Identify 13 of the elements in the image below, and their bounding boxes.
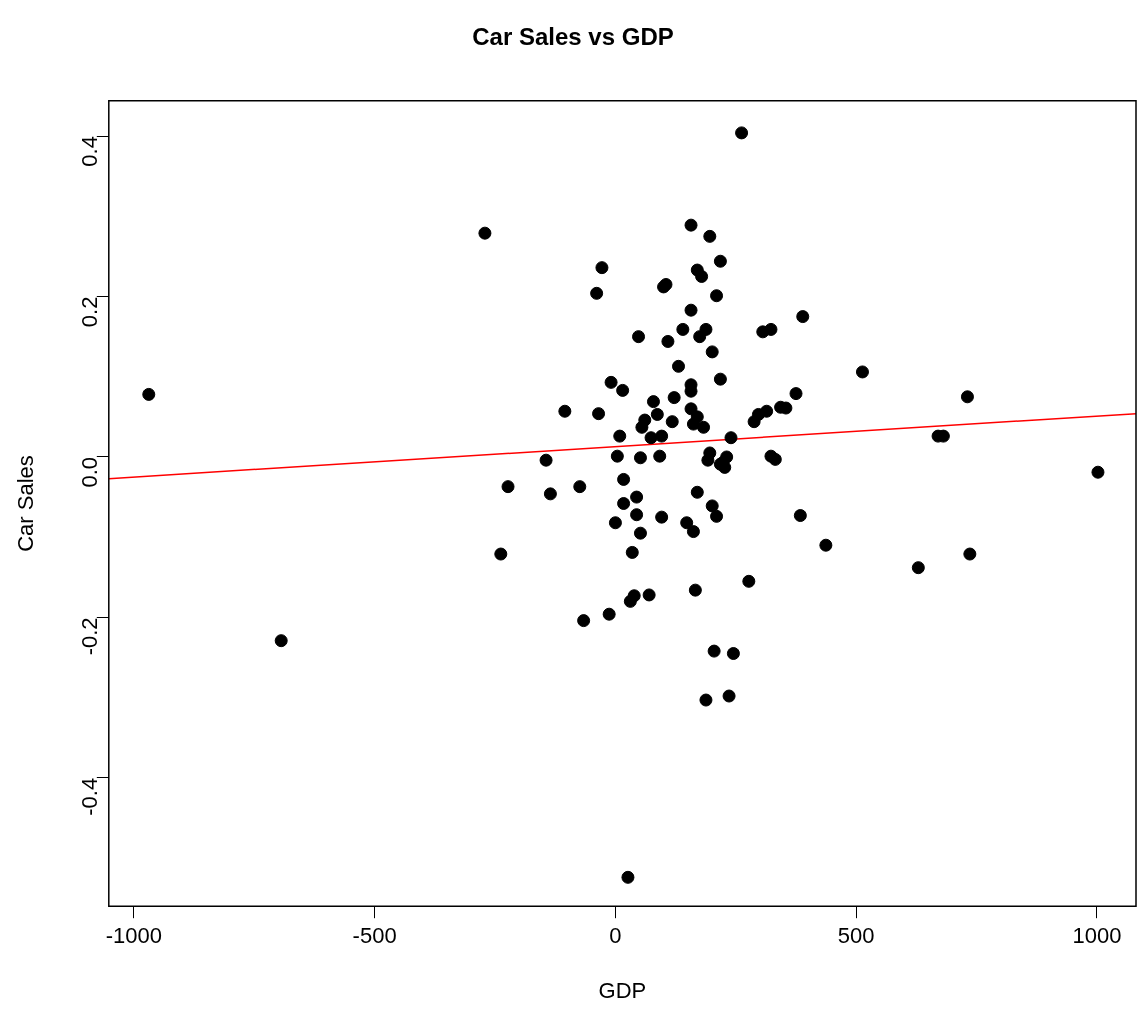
y-tick-label: 0.2 <box>76 296 102 328</box>
y-tick-label: -0.2 <box>76 617 102 656</box>
x-tick-label: 0 <box>609 923 622 949</box>
chart-title: Car Sales vs GDP <box>472 23 674 51</box>
y-axis-title: Car Sales <box>13 455 39 552</box>
x-tick-label: 1000 <box>1072 923 1122 949</box>
x-axis-title: GDP <box>598 977 647 1003</box>
y-tick-label: 0.4 <box>76 136 102 167</box>
y-tick-label: -0.4 <box>76 777 102 816</box>
x-tick-label: 500 <box>837 923 875 949</box>
x-tick-label: -1000 <box>105 923 162 949</box>
y-tick-label: 0.0 <box>76 456 102 488</box>
x-tick-label: -500 <box>352 923 397 949</box>
